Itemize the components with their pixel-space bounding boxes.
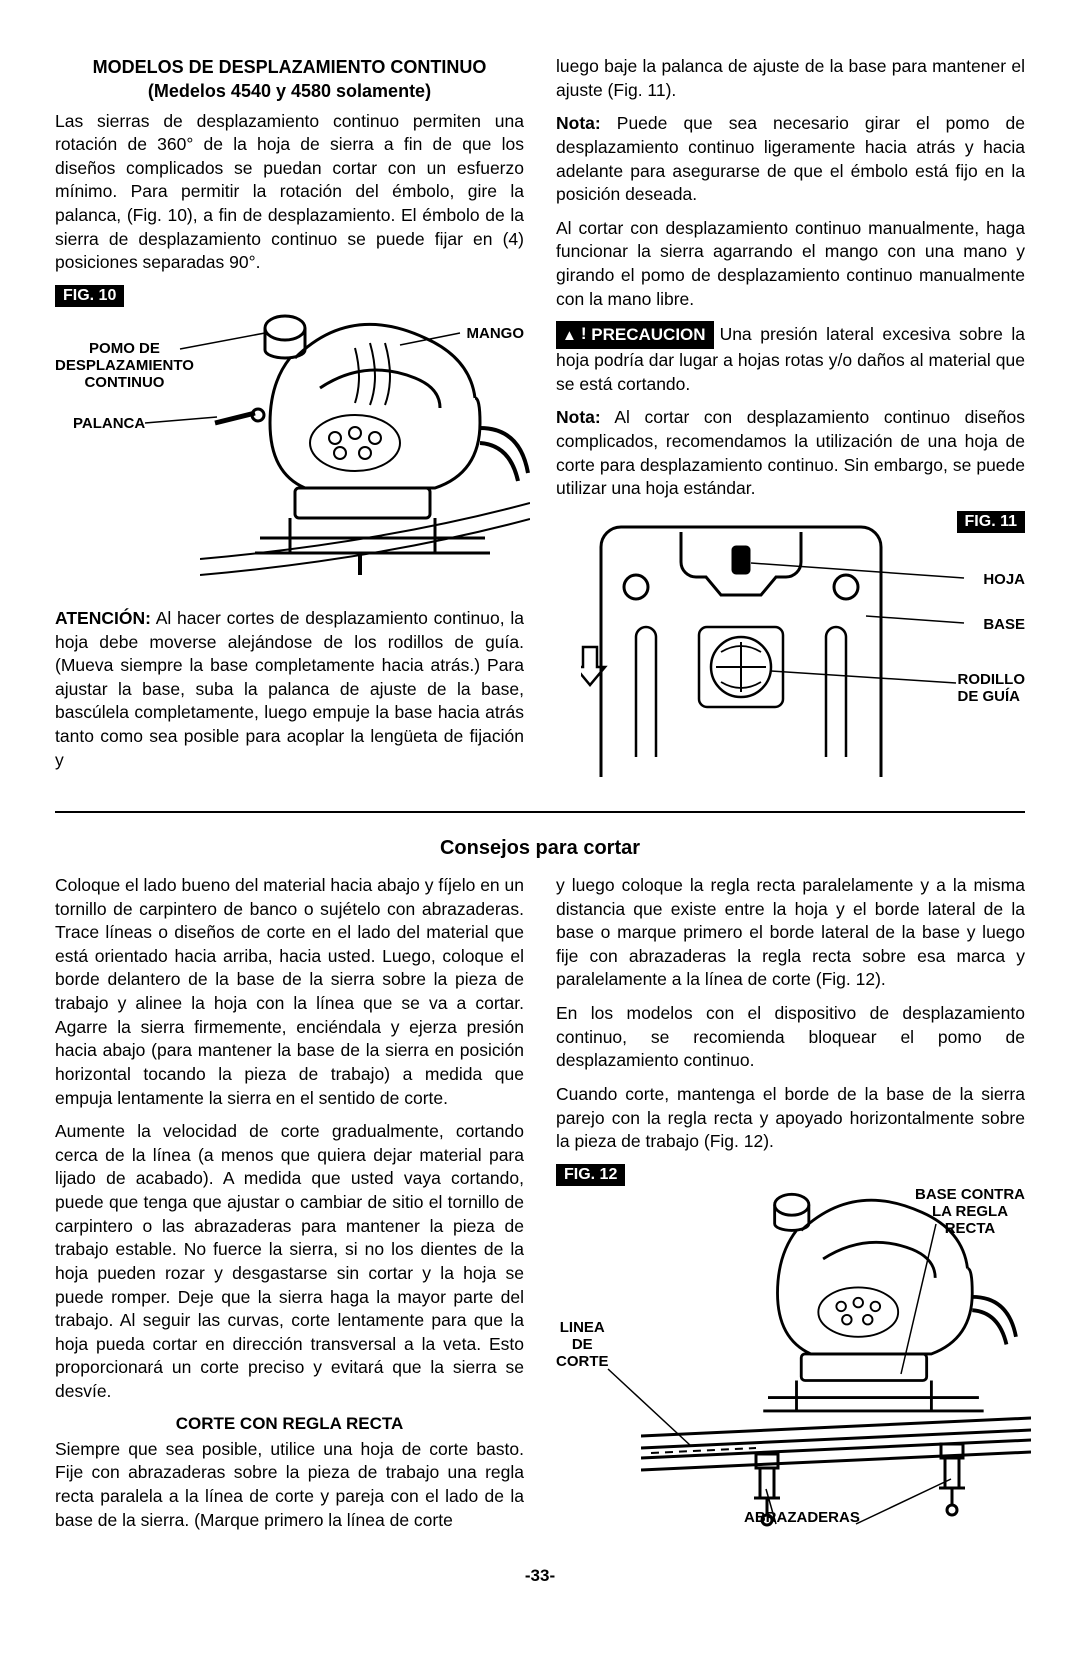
leader-lines <box>556 1164 1036 1534</box>
section-heading: MODELOS DE DESPLAZAMIENTO CONTINUO (Mede… <box>55 55 524 104</box>
heading-line1: MODELOS DE DESPLAZAMIENTO CONTINUO <box>93 57 487 77</box>
paragraph: Nota: Al cortar con desplazamiento conti… <box>556 406 1025 501</box>
paragraph: Siempre que sea posible, utilice una hoj… <box>55 1438 524 1533</box>
caution-badge: ▲! PRECAUCION <box>556 321 714 349</box>
paragraph: Nota: Puede que sea necesario girar el p… <box>556 112 1025 207</box>
section-heading: Consejos para cortar <box>55 837 1025 860</box>
caution-paragraph: ▲! PRECAUCIONUna presión lateral excesiv… <box>556 321 1025 396</box>
leader-lines <box>556 511 1026 771</box>
paragraph: Las sierras de desplazamiento continuo p… <box>55 110 524 275</box>
figure-12: FIG. 12 <box>556 1164 1025 1534</box>
paragraph: Cuando corte, mantenga el borde de la ba… <box>556 1083 1025 1154</box>
caution-label: PRECAUCION <box>591 325 705 344</box>
nota-lead: Nota: <box>556 407 601 427</box>
sub-heading: CORTE CON REGLA RECTA <box>55 1414 524 1434</box>
heading-line2: (Medelos 4540 y 4580 solamente) <box>148 81 431 101</box>
bottom-right-column: y luego coloque la regla recta paralelam… <box>556 874 1025 1542</box>
atencion-text: Al hacer cortes de desplazamiento contin… <box>55 608 524 770</box>
paragraph: ATENCIÓN: Al hacer cortes de desplazamie… <box>55 607 524 772</box>
nota-lead: Nota: <box>556 113 601 133</box>
top-right-column: luego baje la palanca de ajuste de la ba… <box>556 55 1025 791</box>
top-left-column: MODELOS DE DESPLAZAMIENTO CONTINUO (Mede… <box>55 55 524 791</box>
nota-text: Al cortar con desplazamiento continuo di… <box>556 407 1025 498</box>
paragraph: En los modelos con el dispositivo de des… <box>556 1002 1025 1073</box>
leader-lines <box>55 285 525 595</box>
page-number: -33- <box>55 1566 1025 1586</box>
bottom-section: Coloque el lado bueno del material hacia… <box>55 874 1025 1542</box>
paragraph: Aumente la velocidad de corte gradualmen… <box>55 1120 524 1404</box>
paragraph: y luego coloque la regla recta paralelam… <box>556 874 1025 992</box>
nota-text: Puede que sea necesario girar el pomo de… <box>556 113 1025 204</box>
figure-11: FIG. 11 <box>556 511 1025 791</box>
atencion-lead: ATENCIÓN: <box>55 608 151 628</box>
top-section: MODELOS DE DESPLAZAMIENTO CONTINUO (Mede… <box>55 55 1025 813</box>
bottom-left-column: Coloque el lado bueno del material hacia… <box>55 874 524 1542</box>
figure-10: FIG. 10 <box>55 285 524 595</box>
paragraph: luego baje la palanca de ajuste de la ba… <box>556 55 1025 102</box>
warning-icon: ▲ <box>562 326 577 346</box>
paragraph: Coloque el lado bueno del material hacia… <box>55 874 524 1110</box>
paragraph: Al cortar con desplazamiento continuo ma… <box>556 217 1025 312</box>
